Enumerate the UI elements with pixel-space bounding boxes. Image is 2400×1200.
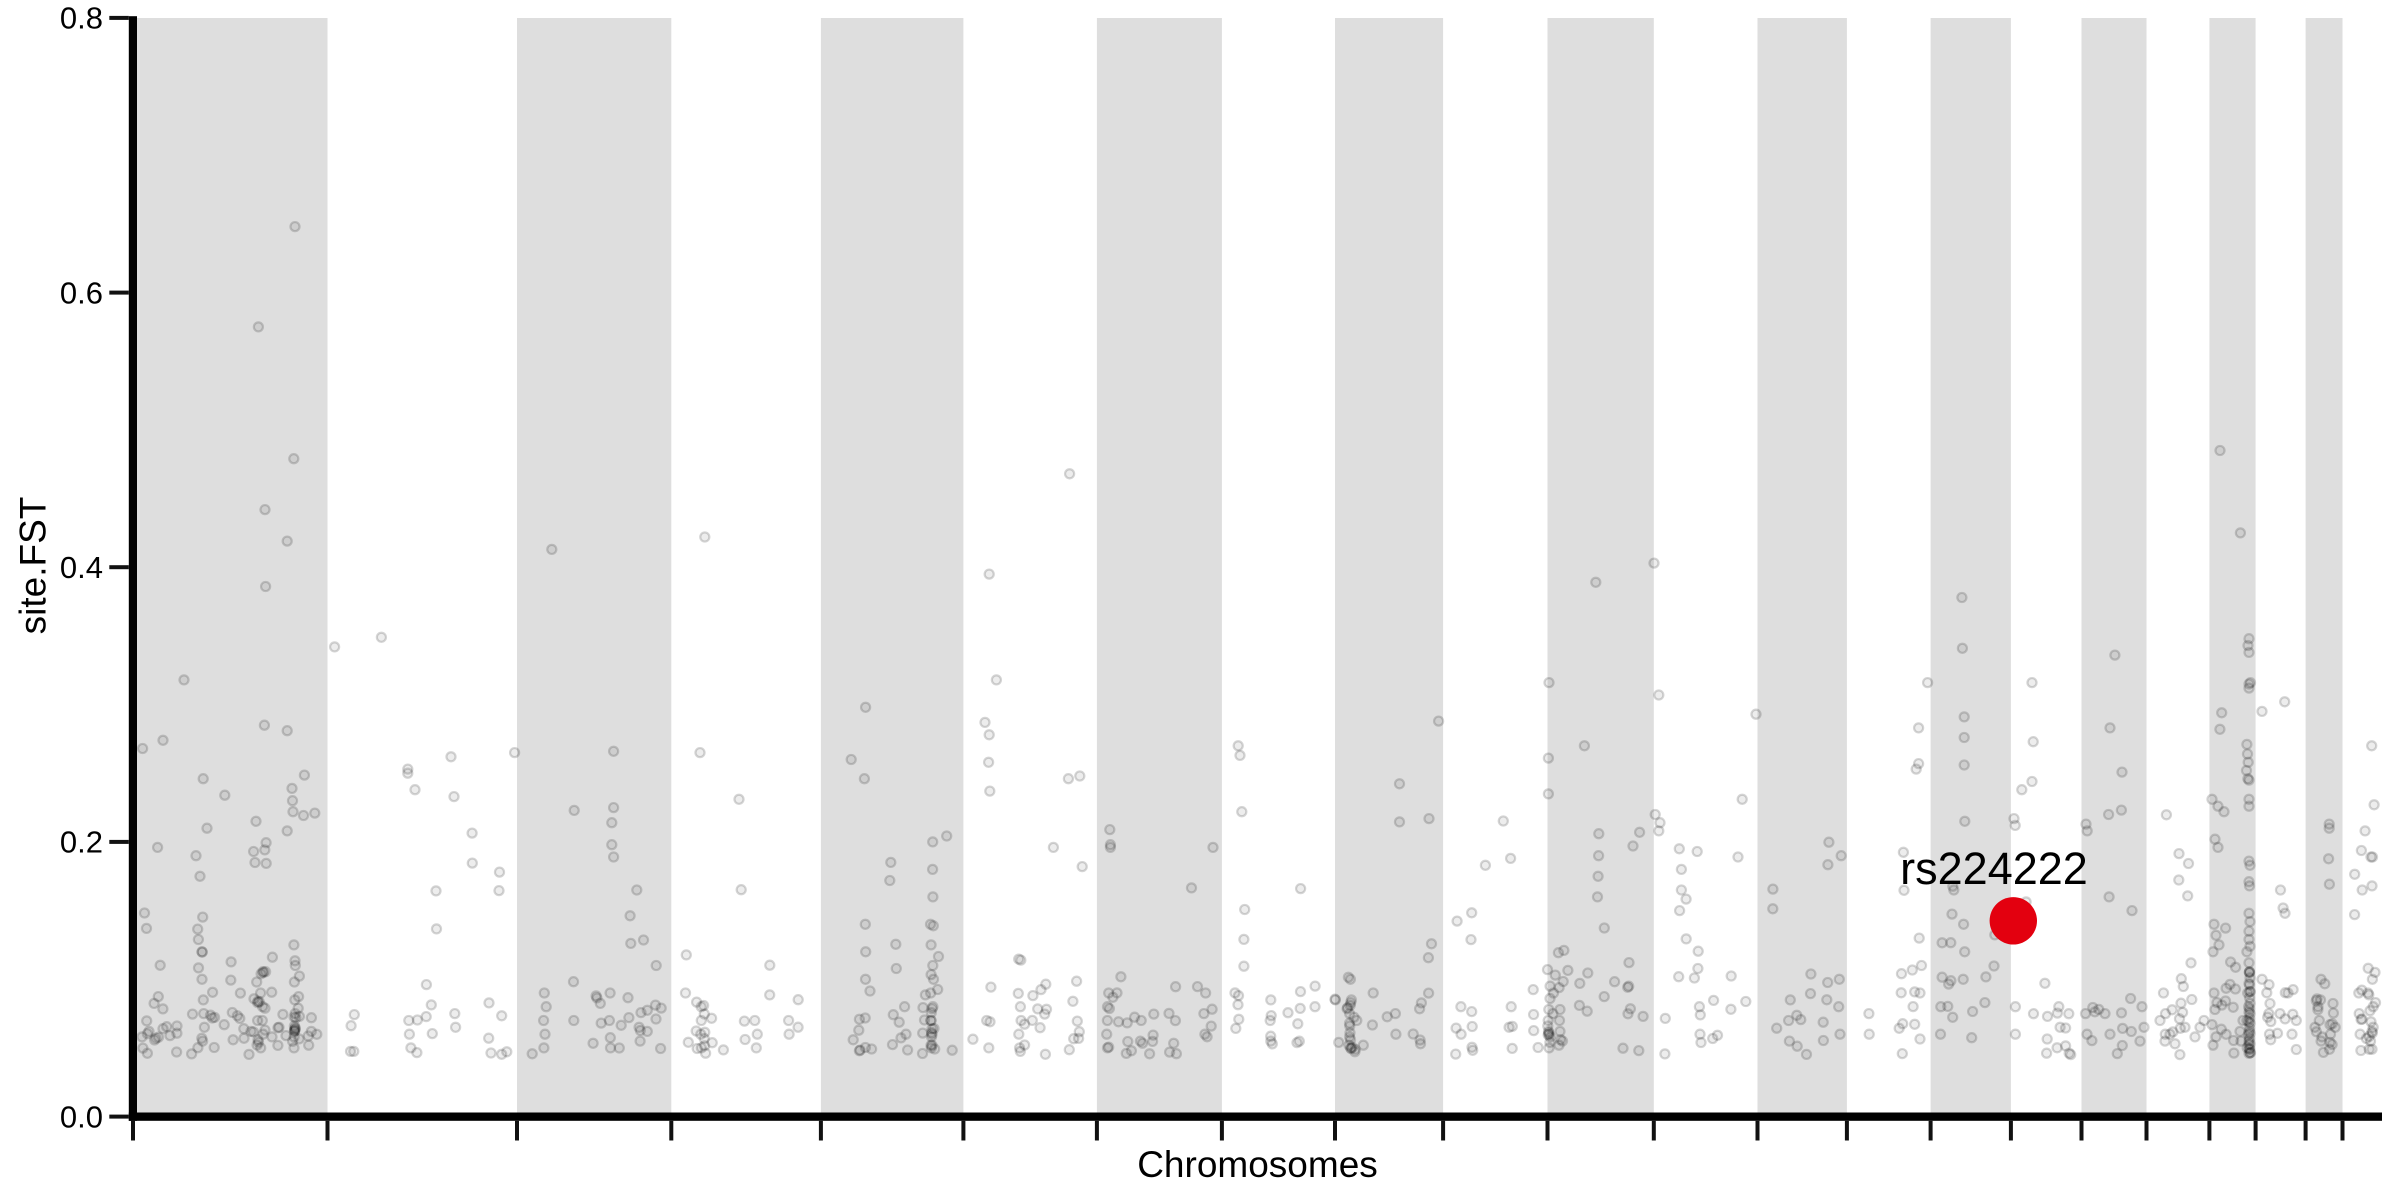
svg-text:0.2: 0.2	[60, 825, 103, 860]
svg-text:0.0: 0.0	[60, 1099, 103, 1134]
svg-text:Chromosomes: Chromosomes	[1137, 1144, 1378, 1185]
svg-text:rs224222: rs224222	[1900, 843, 2088, 894]
svg-text:0.6: 0.6	[60, 275, 103, 310]
svg-text:0.8: 0.8	[60, 1, 103, 36]
svg-text:site.FST: site.FST	[13, 497, 54, 635]
svg-text:0.4: 0.4	[60, 550, 103, 585]
